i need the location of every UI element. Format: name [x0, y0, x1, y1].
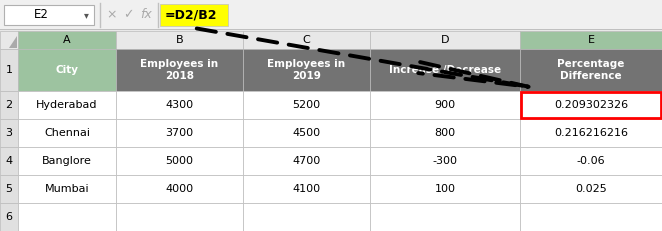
Text: E2: E2	[34, 9, 49, 21]
Bar	[243, 31, 370, 49]
Bar	[521, 92, 661, 118]
Text: Banglore: Banglore	[42, 156, 92, 166]
Bar	[116, 31, 243, 49]
Text: B: B	[175, 35, 183, 45]
Bar	[370, 91, 520, 119]
Text: 4000: 4000	[166, 184, 193, 194]
Bar	[520, 147, 662, 175]
Text: C: C	[303, 35, 310, 45]
Bar	[243, 147, 370, 175]
Text: -0.06: -0.06	[577, 156, 605, 166]
Bar	[370, 49, 520, 91]
Bar	[520, 31, 662, 49]
Text: Employees in
2018: Employees in 2018	[140, 59, 218, 81]
Bar	[243, 119, 370, 147]
Bar	[0, 203, 18, 231]
Bar	[520, 119, 662, 147]
Bar	[0, 175, 18, 203]
Text: 4100: 4100	[293, 184, 320, 194]
Bar	[116, 147, 243, 175]
Bar	[160, 4, 228, 26]
Text: =D2/B2: =D2/B2	[165, 9, 218, 21]
Bar	[18, 147, 116, 175]
Text: 4: 4	[5, 156, 13, 166]
Text: 900: 900	[434, 100, 455, 110]
Text: 4300: 4300	[166, 100, 193, 110]
Text: Hyderabad: Hyderabad	[36, 100, 98, 110]
Text: 3: 3	[5, 128, 13, 138]
Text: City: City	[56, 65, 79, 75]
Text: Employees in
2019: Employees in 2019	[267, 59, 346, 81]
Text: Mumbai: Mumbai	[45, 184, 89, 194]
Bar	[243, 175, 370, 203]
Bar	[0, 0, 662, 30]
Bar	[370, 31, 520, 49]
Text: 1: 1	[5, 65, 13, 75]
Bar	[370, 119, 520, 147]
Bar	[243, 91, 370, 119]
Bar	[520, 175, 662, 203]
Text: A: A	[63, 35, 71, 45]
Text: fx: fx	[140, 9, 152, 21]
Text: 2: 2	[5, 100, 13, 110]
Bar	[116, 175, 243, 203]
Text: 4500: 4500	[293, 128, 320, 138]
Bar	[0, 29, 662, 30]
Bar	[116, 203, 243, 231]
Bar	[370, 147, 520, 175]
Text: Percentage
Difference: Percentage Difference	[557, 59, 625, 81]
Text: 100: 100	[434, 184, 455, 194]
Bar	[18, 31, 116, 49]
Text: 5000: 5000	[166, 156, 193, 166]
Text: ✓: ✓	[122, 9, 133, 21]
Bar	[116, 91, 243, 119]
Text: 0.216216216: 0.216216216	[554, 128, 628, 138]
Bar	[18, 91, 116, 119]
Text: 6: 6	[5, 212, 13, 222]
Text: ×: ×	[107, 9, 117, 21]
Text: 3700: 3700	[166, 128, 193, 138]
Text: Chennai: Chennai	[44, 128, 90, 138]
Text: 4700: 4700	[293, 156, 320, 166]
Bar	[4, 5, 94, 25]
Text: 5200: 5200	[293, 100, 320, 110]
Bar	[0, 119, 18, 147]
Bar	[243, 203, 370, 231]
Text: 5: 5	[5, 184, 13, 194]
Bar	[0, 31, 18, 49]
Bar	[18, 119, 116, 147]
Bar	[18, 203, 116, 231]
Bar	[0, 91, 18, 119]
Text: ▾: ▾	[83, 10, 89, 20]
Text: 0.209302326: 0.209302326	[554, 100, 628, 110]
Bar	[243, 49, 370, 91]
Bar	[520, 203, 662, 231]
Bar	[0, 147, 18, 175]
Bar	[116, 119, 243, 147]
Text: D: D	[441, 35, 449, 45]
Text: -300: -300	[432, 156, 457, 166]
Bar	[0, 49, 18, 91]
Text: Increase /Decrease: Increase /Decrease	[389, 65, 501, 75]
Polygon shape	[9, 36, 17, 48]
Text: E: E	[587, 35, 594, 45]
Bar	[116, 49, 243, 91]
Text: 800: 800	[434, 128, 455, 138]
Bar	[370, 175, 520, 203]
Bar	[18, 49, 116, 91]
Bar	[520, 49, 662, 91]
Text: 0.025: 0.025	[575, 184, 607, 194]
Bar	[520, 91, 662, 119]
Bar	[370, 203, 520, 231]
Bar	[18, 175, 116, 203]
